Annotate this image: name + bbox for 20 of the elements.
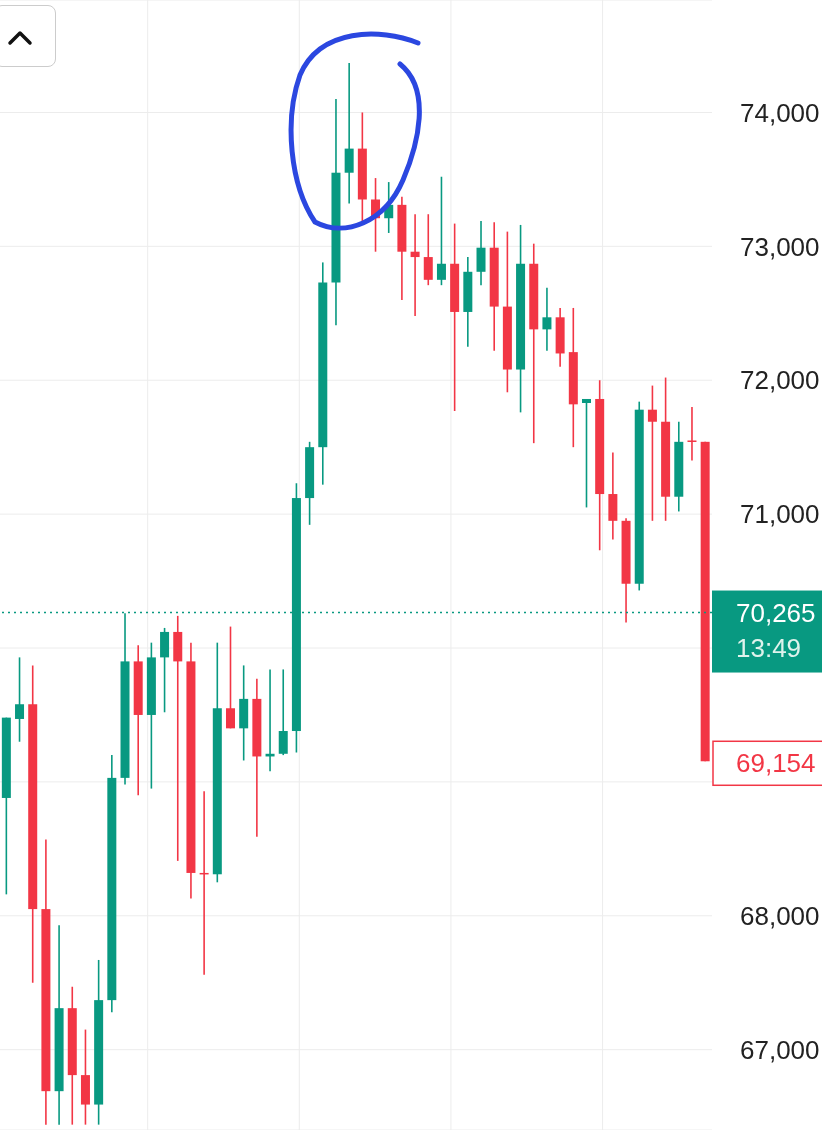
candlestick	[423, 213, 433, 286]
ref-line-label: 70,265	[736, 597, 816, 628]
candlestick	[542, 287, 552, 352]
candlestick	[410, 213, 420, 317]
candlestick	[15, 656, 25, 743]
text: 13:49	[736, 632, 802, 663]
candlestick	[173, 615, 183, 862]
y-tick-label: 72,000	[740, 365, 820, 396]
candlestick	[278, 668, 288, 756]
y-tick-label: 67,000	[740, 1034, 820, 1065]
candlestick	[225, 625, 235, 730]
candlestick	[436, 175, 446, 286]
candlestick	[647, 384, 657, 522]
text: 69,154	[736, 748, 816, 779]
y-tick-label: 73,000	[740, 231, 820, 262]
y-tick-label: 68,000	[740, 901, 820, 932]
candlestick	[581, 398, 591, 509]
y-tick-label: 71,000	[740, 499, 820, 530]
candlestick	[687, 406, 697, 462]
y-tick-label: 74,000	[740, 97, 820, 128]
